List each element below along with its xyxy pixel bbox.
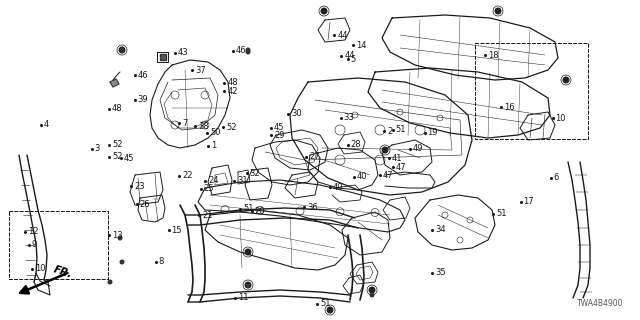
Text: 5: 5 [351,55,356,64]
Text: 17: 17 [524,197,534,206]
Text: 14: 14 [356,41,367,50]
Text: 49: 49 [413,144,423,153]
Text: 10: 10 [35,264,45,273]
Text: 31: 31 [237,176,248,185]
Text: 46: 46 [236,46,246,55]
Circle shape [108,279,113,284]
Circle shape [369,292,374,298]
Text: 52: 52 [112,140,122,149]
Polygon shape [160,54,166,60]
Text: 32: 32 [250,169,260,178]
Text: 36: 36 [307,203,318,212]
Text: 35: 35 [435,268,446,277]
Text: 4: 4 [44,120,49,129]
Text: 38: 38 [198,122,209,131]
Text: 48: 48 [227,78,238,87]
Text: 30: 30 [291,109,302,118]
Text: 41: 41 [392,154,402,163]
Text: 7: 7 [182,119,188,128]
Text: 29: 29 [274,131,284,140]
Text: 47: 47 [383,171,394,180]
Text: 24: 24 [208,176,218,185]
Text: 44: 44 [344,52,355,60]
Text: 27: 27 [309,152,320,161]
Text: 22: 22 [182,172,193,180]
Text: 51: 51 [243,204,253,213]
Text: 51: 51 [320,300,330,308]
Circle shape [321,7,328,14]
Circle shape [244,282,252,289]
Text: 13: 13 [112,231,123,240]
Text: 25: 25 [204,184,214,193]
Text: 45: 45 [274,124,284,132]
Text: 50: 50 [210,128,220,137]
Text: 42: 42 [227,87,237,96]
Text: FR.: FR. [52,265,74,280]
Text: 47: 47 [396,163,406,172]
Text: 46: 46 [138,71,148,80]
Text: 40: 40 [357,172,367,181]
Text: 52: 52 [112,152,122,161]
Circle shape [381,147,388,154]
Circle shape [246,47,250,52]
Circle shape [369,286,376,293]
Text: 37: 37 [195,66,206,75]
Circle shape [244,249,252,255]
Text: 33: 33 [344,113,355,122]
Text: 11: 11 [238,293,248,302]
Text: 6: 6 [554,173,559,182]
Text: 51: 51 [496,209,506,218]
Bar [475,43,588,139]
Text: 44: 44 [337,31,348,40]
Text: 28: 28 [351,140,362,149]
Text: 45: 45 [124,154,134,163]
Circle shape [563,76,570,84]
Polygon shape [110,79,119,87]
Text: 10: 10 [556,114,566,123]
Circle shape [118,236,122,241]
Bar [9,211,108,279]
Circle shape [495,7,502,14]
Text: 26: 26 [140,200,150,209]
Text: 12: 12 [28,228,38,236]
Text: 48: 48 [112,104,123,113]
Text: 3: 3 [95,144,100,153]
Text: 15: 15 [172,226,182,235]
Text: 8: 8 [159,257,164,266]
Text: 19: 19 [428,128,438,137]
Bar [475,43,588,139]
Text: TWA4B4900: TWA4B4900 [577,299,623,308]
Circle shape [246,283,250,287]
Text: 1: 1 [211,141,216,150]
Text: 21: 21 [202,211,212,220]
Circle shape [118,46,125,53]
Circle shape [326,307,333,314]
Circle shape [120,47,125,52]
Text: 23: 23 [134,182,145,191]
Text: 18: 18 [488,51,499,60]
Circle shape [246,50,250,54]
Text: 39: 39 [138,95,148,104]
Bar [9,211,108,279]
Text: 20: 20 [255,207,265,216]
Text: 2: 2 [387,127,392,136]
Text: 34: 34 [435,225,446,234]
Text: 43: 43 [178,48,189,57]
Text: 52: 52 [226,123,236,132]
Text: 51: 51 [396,125,406,134]
Text: 9: 9 [32,240,37,249]
Text: 49: 49 [333,183,343,192]
Circle shape [120,260,125,265]
Text: 16: 16 [504,103,515,112]
